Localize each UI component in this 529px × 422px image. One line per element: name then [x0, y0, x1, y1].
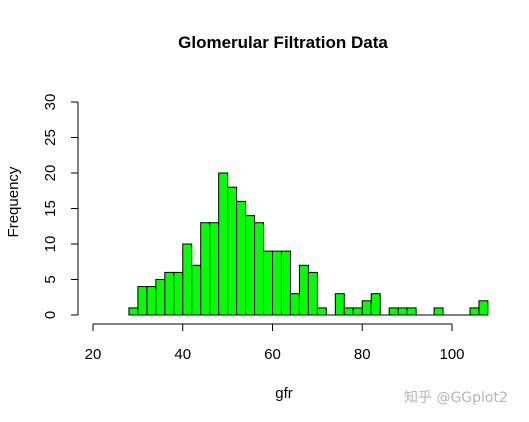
- y-tick-label: 15: [42, 200, 59, 217]
- y-axis-label: Frequency: [5, 166, 22, 237]
- y-tick-label: 25: [42, 129, 59, 146]
- histogram-bar: [478, 300, 489, 316]
- histogram-bar: [352, 307, 363, 316]
- histogram-bar: [173, 271, 184, 316]
- histogram-bar: [289, 293, 300, 316]
- x-axis-label: gfr: [275, 385, 293, 402]
- histogram-bar: [397, 307, 408, 316]
- histogram-bar: [137, 286, 148, 316]
- histogram-bar: [280, 250, 291, 316]
- histogram-bar: [316, 307, 327, 316]
- histogram-bar: [227, 186, 238, 316]
- y-tick-label: 0: [42, 311, 59, 319]
- histogram-bar: [191, 264, 202, 316]
- x-tick-label: 40: [174, 346, 191, 363]
- y-tick-label: 10: [42, 236, 59, 253]
- histogram-bar: [272, 250, 282, 316]
- histogram-bar: [218, 172, 229, 316]
- y-tick-label: 20: [42, 165, 59, 182]
- histogram-bar: [200, 222, 211, 316]
- x-tick-label: 100: [439, 346, 464, 363]
- x-tick-label: 60: [264, 346, 281, 363]
- histogram-bar: [469, 307, 480, 316]
- histogram-bar: [254, 222, 265, 316]
- histogram-bar: [433, 307, 444, 316]
- histogram-bar: [307, 271, 318, 316]
- histogram-bar: [388, 307, 399, 316]
- histogram-bar: [263, 250, 273, 316]
- y-axis: 0 5 10 15 20 25 30: [42, 94, 79, 319]
- histogram-bar: [236, 200, 247, 316]
- histogram-bar: [182, 243, 193, 316]
- y-tick-label: 30: [42, 94, 59, 111]
- histogram-bar: [245, 215, 256, 316]
- x-tick-label: 80: [354, 346, 371, 363]
- histogram-bar: [164, 271, 175, 316]
- histogram-bar: [406, 307, 417, 316]
- histogram-bar: [155, 279, 166, 316]
- watermark-text: 知乎 @GGplot2: [404, 390, 508, 406]
- histogram-bar: [128, 307, 139, 316]
- x-tick-label: 20: [85, 346, 102, 363]
- histogram-bar: [370, 293, 381, 316]
- chart-title: Glomerular Filtration Data: [178, 33, 388, 52]
- histogram-bar: [343, 307, 354, 316]
- histogram-bar: [334, 293, 345, 316]
- histogram-bar: [209, 222, 220, 316]
- x-axis: 20 40 60 80 100: [85, 323, 465, 363]
- histogram-bar: [146, 286, 157, 316]
- y-tick-label: 5: [42, 275, 59, 283]
- histogram-bar: [361, 300, 372, 316]
- histogram-bar: [298, 264, 309, 316]
- histogram-bars: [128, 172, 489, 316]
